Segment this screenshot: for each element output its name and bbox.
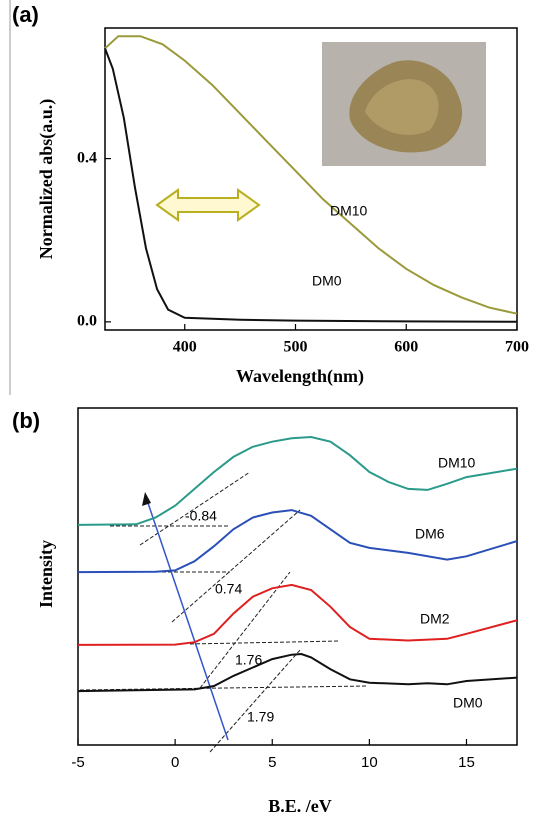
- x-tick-label: 10: [361, 754, 378, 771]
- x-tick-label: 500: [283, 339, 307, 356]
- y-axis-label: Normalized abs(a.u.): [36, 99, 57, 260]
- double-arrow: [155, 188, 261, 222]
- x-tick-label: 5: [268, 754, 276, 771]
- y-tick-label: 0.0: [77, 313, 97, 330]
- series-label: DM0: [312, 273, 342, 289]
- panel-label: (b): [12, 408, 40, 433]
- annotation: 0.74: [215, 581, 242, 597]
- series-label: DM10: [330, 203, 368, 219]
- series-label: DM2: [420, 611, 450, 627]
- series-line: [104, 35, 518, 315]
- x-tick-label: 0: [171, 754, 179, 771]
- x-tick-label: 15: [458, 754, 475, 771]
- x-tick-label: 700: [505, 339, 529, 356]
- series-line: [77, 435, 518, 526]
- series-line: [77, 652, 518, 693]
- inset-photo: [322, 42, 486, 166]
- series-line: [104, 48, 518, 323]
- trend-arrow: [146, 499, 229, 741]
- x-tick-label: 400: [173, 339, 197, 356]
- tangent-lines: [79, 471, 369, 753]
- series-label: DM10: [438, 455, 476, 471]
- x-tick-label: -5: [71, 754, 84, 771]
- arrow-head: [142, 492, 151, 506]
- x-axis-label: B.E. /eV: [268, 796, 332, 816]
- series-line: [77, 583, 518, 646]
- x-axis-label: Wavelength(nm): [236, 366, 364, 387]
- plot-frame: [104, 27, 518, 331]
- annotation: 1.76: [235, 652, 262, 668]
- y-axis-label: Intensity: [36, 540, 56, 608]
- x-tick-label: 600: [394, 339, 418, 356]
- plot-frame: [77, 407, 518, 746]
- y-tick-label: 0.4: [77, 149, 97, 166]
- annotation: 1.79: [247, 709, 274, 725]
- series-label: DM0: [453, 695, 483, 711]
- annotation: -0.84: [185, 508, 217, 524]
- series-line: [77, 509, 518, 574]
- panel-label: (a): [12, 2, 39, 27]
- series-label: DM6: [415, 526, 445, 542]
